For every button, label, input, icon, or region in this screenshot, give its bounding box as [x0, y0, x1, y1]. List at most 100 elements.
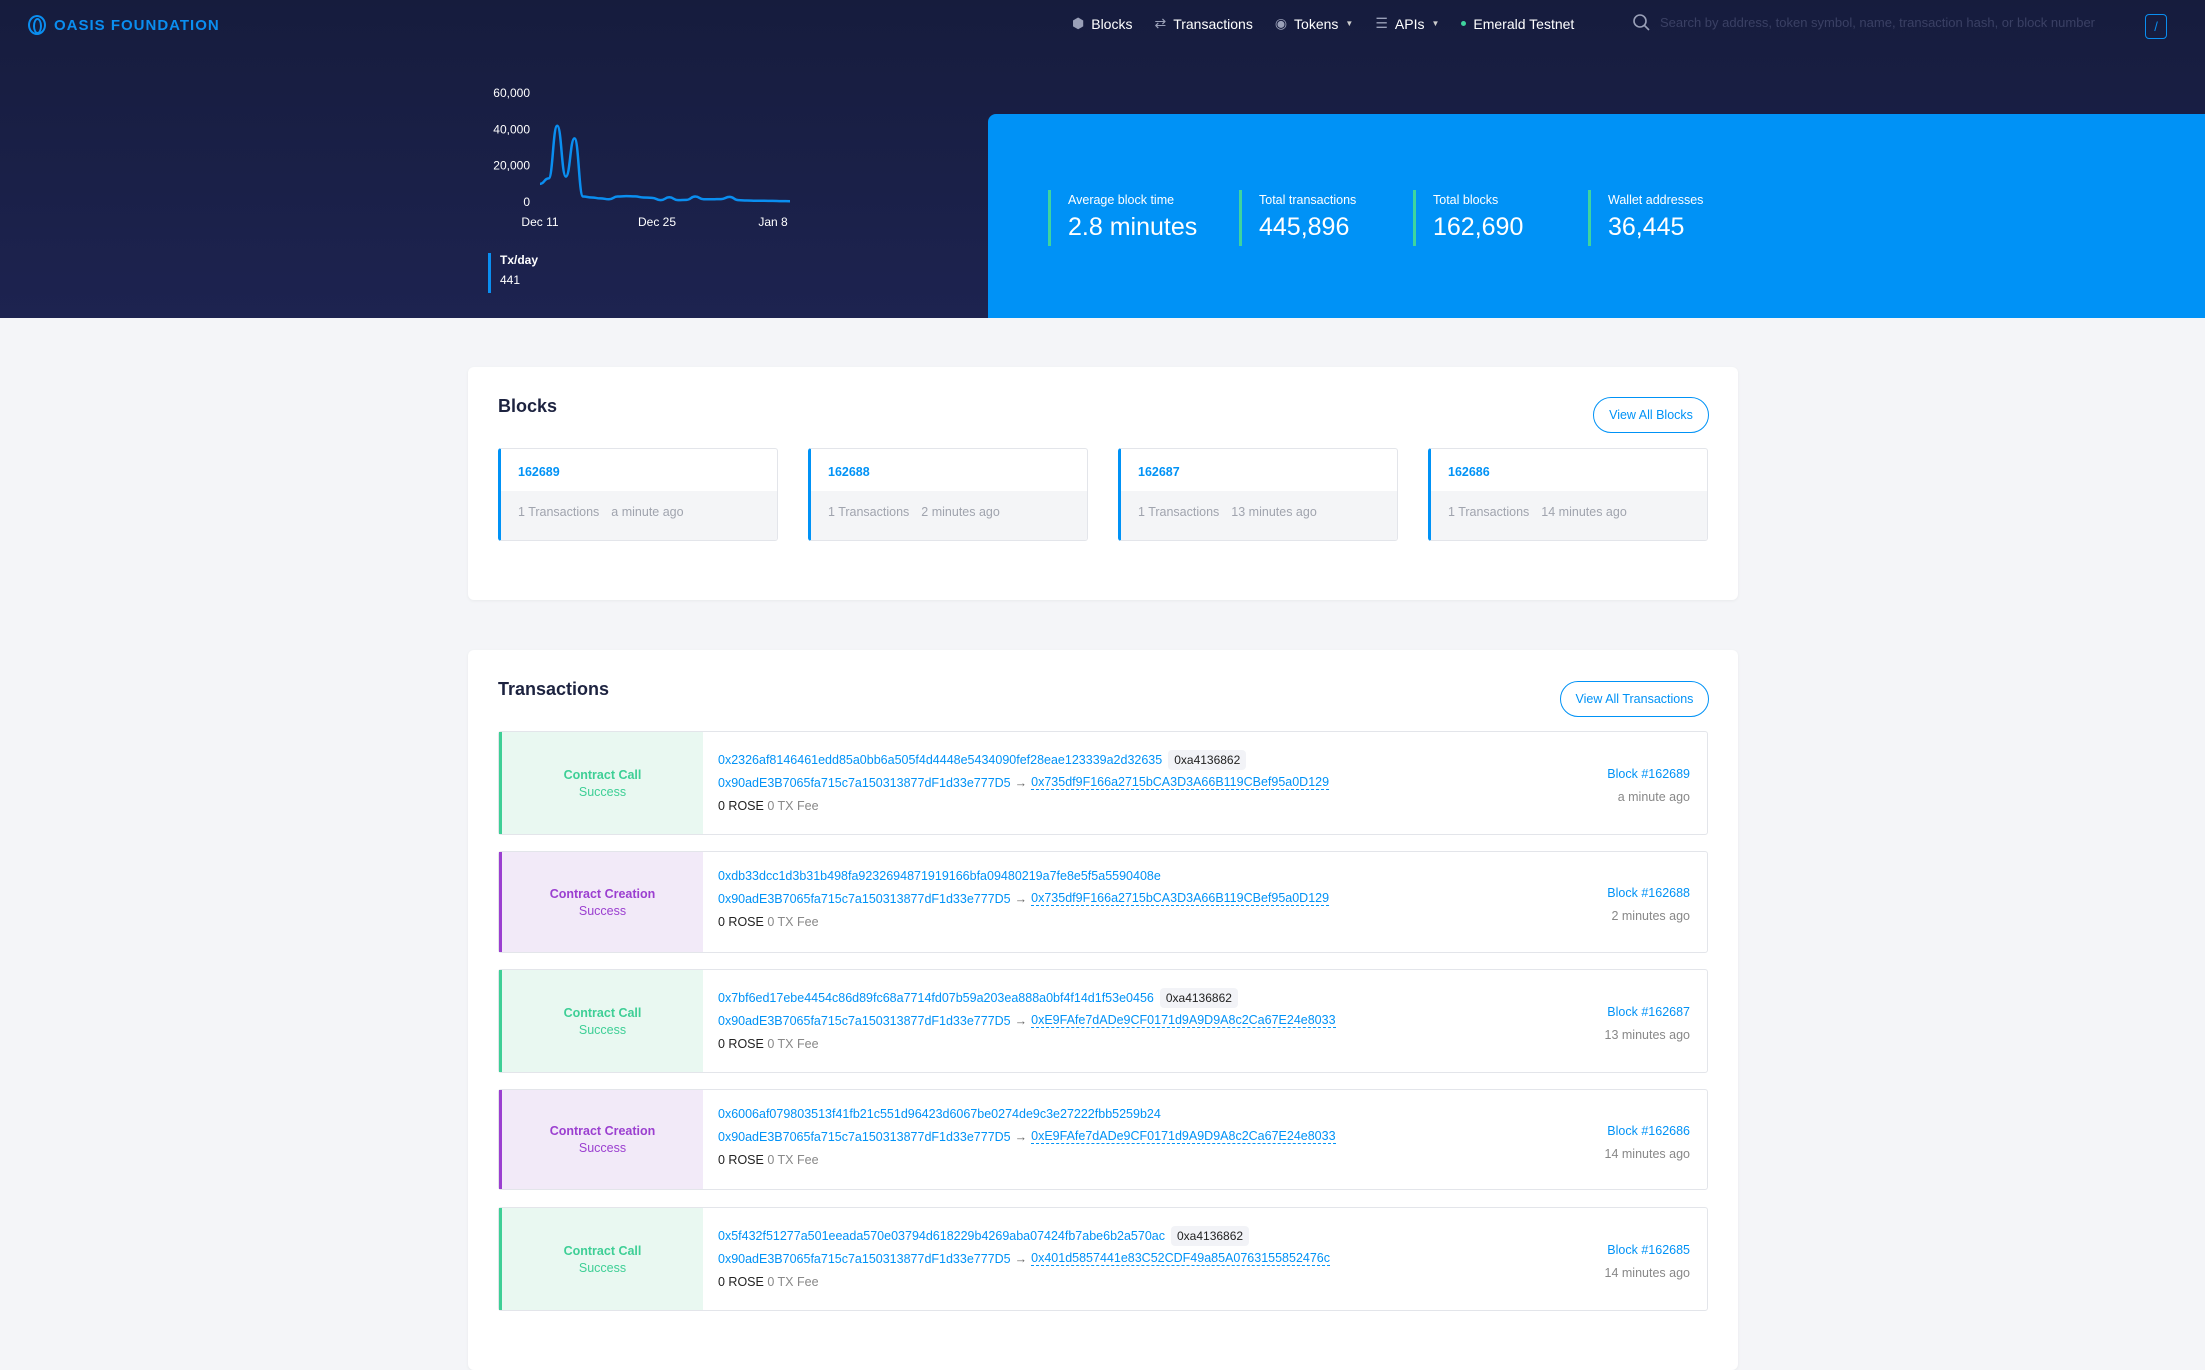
block-meta: 1 Transactions 13 minutes ago — [1121, 491, 1397, 540]
method-badge: 0xa4136862 — [1168, 749, 1247, 770]
tx-to-link[interactable]: 0xE9FAfe7dADe9CF0171d9A9D9A8c2Ca67E24e80… — [1031, 1013, 1336, 1028]
block-time: 14 minutes ago — [1541, 505, 1627, 519]
block-time: 2 minutes ago — [921, 505, 1000, 519]
tx-type-status: Contract Call Success — [499, 1208, 703, 1310]
tx-type: Contract Creation — [549, 1124, 656, 1138]
method-badge: 0xa4136862 — [1171, 1225, 1250, 1246]
tx-block-link[interactable]: Block #162686 — [1607, 1123, 1690, 1138]
tx-block-link[interactable]: Block #162688 — [1607, 886, 1690, 900]
tx-from-link[interactable]: 0x90adE3B7065fa715c7a150313877dF1d33e777… — [718, 891, 1011, 906]
block-card[interactable]: 162688 1 Transactions 2 minutes ago — [808, 448, 1088, 541]
arrow-right-icon: → — [1014, 775, 1028, 790]
tx-amount: 0 ROSE — [718, 1274, 764, 1289]
search-bar — [1632, 13, 2140, 31]
legend-value: 441 — [500, 273, 521, 287]
network-selector[interactable]: Emerald Testnet — [1461, 16, 1574, 32]
view-all-transactions-button[interactable]: View All Transactions — [1560, 681, 1709, 717]
tx-status: Success — [578, 1022, 627, 1037]
tx-type: Contract Call — [563, 767, 642, 782]
caret-down-icon: ▼ — [1431, 19, 1440, 28]
network-label: Emerald Testnet — [1473, 15, 1575, 32]
tx-from-link[interactable]: 0x90adE3B7065fa715c7a150313877dF1d33e777… — [718, 1129, 1011, 1144]
stat-label: Total transactions — [1259, 193, 1357, 207]
blocks-title: Blocks — [498, 396, 558, 416]
block-meta: 1 Transactions 2 minutes ago — [811, 491, 1087, 540]
tx-to-link[interactable]: 0x735df9F166a2715bCA3D3A66B119CBef95a0D1… — [1031, 891, 1330, 906]
transaction-row: Contract Call Success 0x5f432f51277a501ee… — [498, 1207, 1708, 1311]
tx-status: Success — [578, 784, 627, 799]
block-tx-count: 1 Transactions — [1138, 505, 1220, 519]
search-input[interactable] — [1660, 14, 2140, 30]
tx-block-link[interactable]: Block #162685 — [1607, 1243, 1690, 1257]
tx-time: 13 minutes ago — [1604, 1028, 1690, 1042]
sliders-icon: ☰ — [1375, 15, 1388, 31]
tx-to-link[interactable]: 0xE9FAfe7dADe9CF0171d9A9D9A8c2Ca67E24e80… — [1031, 1129, 1336, 1144]
y-tick-label: 40,000 — [493, 122, 530, 136]
block-card[interactable]: 162686 1 Transactions 14 minutes ago — [1428, 448, 1708, 541]
tx-from-link[interactable]: 0x90adE3B7065fa715c7a150313877dF1d33e777… — [718, 775, 1011, 790]
tx-fee: 0 TX Fee — [767, 1274, 819, 1289]
block-number[interactable]: 162686 — [1448, 465, 1490, 479]
tx-type: Contract Creation — [549, 886, 656, 901]
block-number[interactable]: 162688 — [828, 465, 870, 479]
arrow-right-icon: → — [1014, 1129, 1028, 1144]
nav-apis[interactable]: ☰ APIs ▼ — [1375, 15, 1439, 32]
tx-status: Success — [578, 903, 627, 918]
tx-block-link[interactable]: Block #162687 — [1607, 1005, 1690, 1019]
tx-from-link[interactable]: 0x90adE3B7065fa715c7a150313877dF1d33e777… — [718, 1013, 1011, 1028]
view-all-blocks-button[interactable]: View All Blocks — [1593, 397, 1709, 433]
stat-label: Average block time — [1068, 193, 1175, 207]
tx-to-link[interactable]: 0x735df9F166a2715bCA3D3A66B119CBef95a0D1… — [1031, 775, 1330, 790]
stat-label: Total blocks — [1433, 193, 1499, 207]
tx-block-link[interactable]: Block #162689 — [1607, 767, 1690, 781]
tx-fee: 0 TX Fee — [767, 914, 819, 929]
block-tx-count: 1 Transactions — [828, 505, 910, 519]
tx-hash-link[interactable]: 0x7bf6ed17ebe4454c86d89fc68a7714fd07b59a… — [718, 990, 1154, 1005]
tx-fee: 0 TX Fee — [767, 1036, 819, 1051]
y-tick-label: 0 — [523, 195, 530, 209]
stat-value: 445,896 — [1259, 213, 1350, 241]
nav-blocks[interactable]: ⬢ Blocks — [1072, 15, 1132, 32]
tx-to-link[interactable]: 0x401d5857441e83C52CDF49a85A076315585247… — [1031, 1251, 1331, 1266]
block-number[interactable]: 162687 — [1138, 465, 1180, 479]
tx-type-status: Contract Call Success — [499, 970, 703, 1072]
tx-status: Success — [578, 1260, 627, 1275]
oasis-logo-icon — [28, 15, 46, 35]
tx-hash-link[interactable]: 0x2326af8146461edd85a0bb6a505f4d4448e543… — [718, 752, 1163, 767]
tx-hash-link[interactable]: 0x6006af079803513f41fb21c551d96423d6067b… — [718, 1106, 1161, 1121]
tx-amount: 0 ROSE — [718, 914, 764, 929]
top-nav: OASIS FOUNDATION ⬢ Blocks ⇄ Transactions ◉… — [0, 0, 2205, 52]
tx-time: 14 minutes ago — [1604, 1146, 1690, 1161]
stats-panel: Average block time 2.8 minutes Total tran… — [988, 114, 2205, 318]
tx-hash-link[interactable]: 0xdb33dcc1d3b31b498fa9232694871919166bfa… — [718, 868, 1161, 883]
transaction-row: Contract Creation Success 0xdb33dcc1d3b31… — [498, 851, 1708, 953]
block-number[interactable]: 162689 — [518, 465, 560, 479]
chart-legend: Tx/day 441 — [488, 253, 538, 293]
tx-type-status: Contract Creation Success — [499, 1090, 703, 1189]
tx-amount: 0 ROSE — [718, 1036, 764, 1051]
nav-label: Blocks — [1091, 15, 1133, 32]
stat-value: 36,445 — [1608, 213, 1685, 241]
tx-status: Success — [578, 1141, 627, 1155]
tx-from-link[interactable]: 0x90adE3B7065fa715c7a150313877dF1d33e777… — [718, 1251, 1011, 1266]
transaction-row: Contract Creation Success 0x6006af0798035… — [498, 1089, 1708, 1190]
caret-down-icon: ▼ — [1345, 19, 1354, 28]
nav-tokens[interactable]: ◉ Tokens ▼ — [1275, 15, 1354, 32]
nav-transactions[interactable]: ⇄ Transactions — [1154, 15, 1252, 32]
block-time: a minute ago — [611, 505, 684, 519]
method-badge: 0xa4136862 — [1159, 987, 1238, 1008]
series-line-tx-per-day — [539, 124, 791, 203]
stat-avg-block-time: Average block time 2.8 minutes — [1048, 190, 1197, 246]
nav-label: Transactions — [1173, 15, 1253, 32]
block-card[interactable]: 162689 1 Transactions a minute ago — [498, 448, 778, 541]
transfer-icon: ⇄ — [1154, 15, 1167, 31]
tx-hash-link[interactable]: 0x5f432f51277a501eeada570e03794d618229b4… — [718, 1228, 1165, 1243]
tx-type-status: Contract Call Success — [499, 732, 703, 834]
block-card[interactable]: 162687 1 Transactions 13 minutes ago — [1118, 448, 1398, 541]
stat-total-blocks: Total blocks 162,690 — [1413, 190, 1523, 246]
logo[interactable]: OASIS FOUNDATION — [28, 15, 220, 35]
cube-icon: ⬢ — [1072, 15, 1085, 31]
arrow-right-icon: → — [1014, 1251, 1028, 1266]
stat-value: 162,690 — [1433, 213, 1524, 241]
nav-label: Tokens — [1294, 15, 1339, 32]
